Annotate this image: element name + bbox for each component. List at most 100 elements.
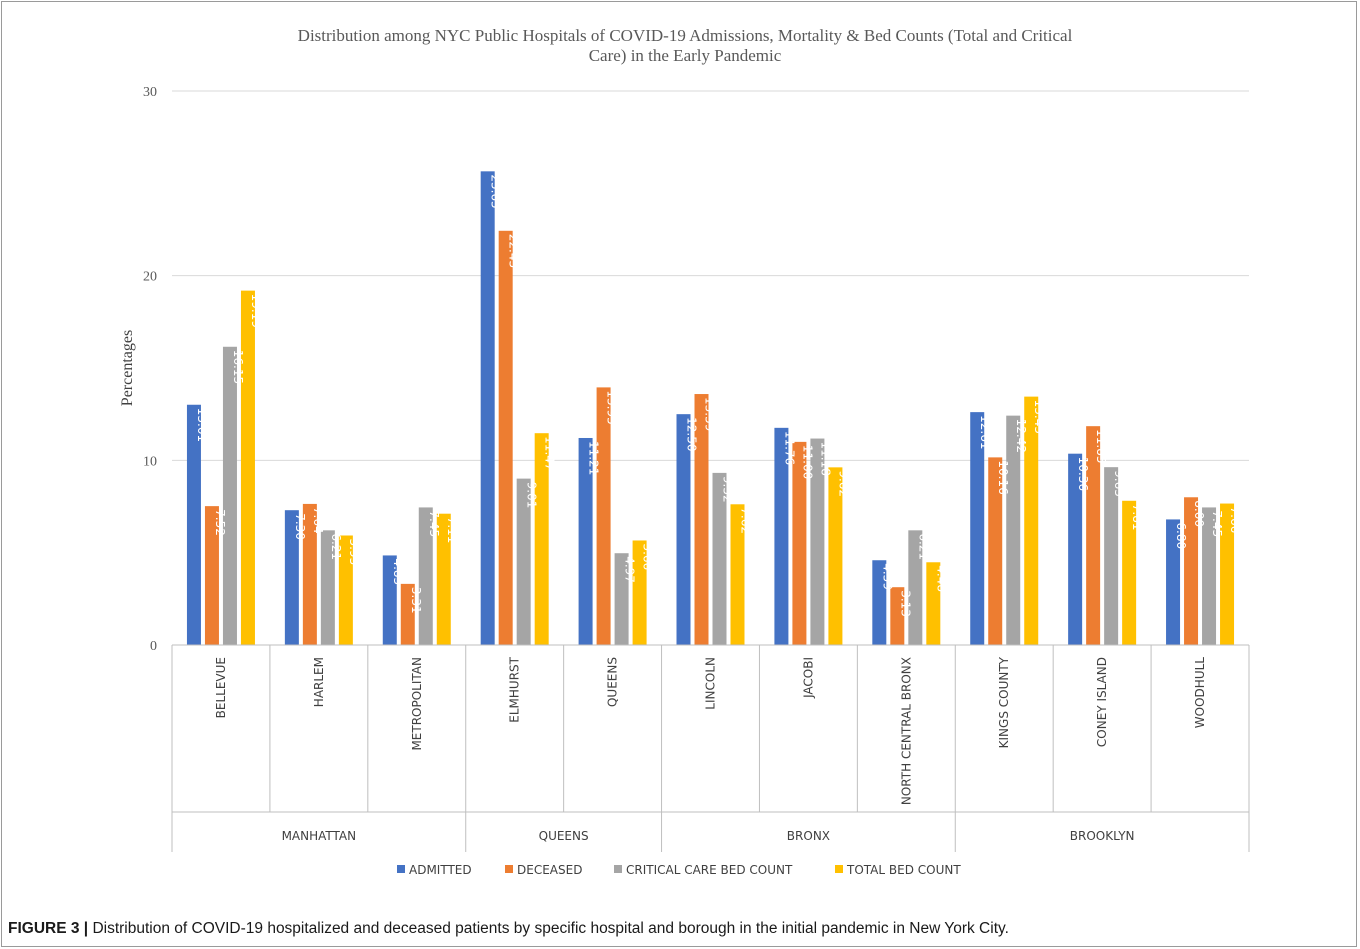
bar: [1006, 415, 1021, 645]
x-group-label: MANHATTAN: [282, 829, 357, 843]
chart-title-line: Distribution among NYC Public Hospitals …: [298, 26, 1073, 45]
data-label: 12.61: [978, 415, 992, 449]
y-tick-label: 10: [143, 454, 157, 469]
bar: [676, 414, 691, 645]
chart-title-line: Care) in the Early Pandemic: [589, 46, 782, 65]
bar: [338, 535, 353, 645]
data-label: 8.00: [1192, 500, 1206, 527]
bar: [436, 513, 451, 645]
legend-swatch: [397, 865, 405, 873]
data-label: 9.32: [721, 476, 735, 503]
x-tick-label: METROPOLITAN: [410, 657, 424, 751]
data-label: 7.30: [293, 513, 307, 540]
data-label: 6.80: [1174, 522, 1188, 549]
bar: [694, 394, 709, 645]
legend-label: DECEASED: [517, 863, 582, 877]
bar: [632, 540, 647, 645]
bar: [534, 433, 549, 645]
bar: [186, 404, 201, 645]
bar: [970, 412, 985, 645]
legend-swatch: [614, 865, 622, 873]
data-label: 7.45: [427, 510, 441, 537]
x-tick-label: WOODHULL: [1193, 657, 1207, 728]
data-label: 9.62: [836, 470, 850, 497]
bar: [872, 560, 887, 645]
bar: [302, 503, 317, 645]
y-axis-label: Percentages: [119, 330, 136, 406]
data-label: 13.95: [605, 390, 619, 424]
data-label: 11.00: [800, 445, 814, 479]
data-label: 9.01: [525, 482, 539, 509]
data-label: 4.48: [934, 565, 948, 592]
bar: [730, 504, 745, 645]
legend-swatch: [505, 865, 513, 873]
data-label: 13.01: [195, 408, 209, 442]
bar: [480, 171, 495, 645]
data-label: 7.66: [1228, 507, 1242, 534]
x-tick-label: HARLEM: [312, 657, 326, 707]
x-tick-label: JACOBI: [801, 657, 815, 699]
bar: [926, 562, 941, 645]
data-label: 4.97: [623, 556, 637, 583]
data-label: 7.52: [213, 509, 227, 536]
legend-label: CRITICAL CARE BED COUNT: [626, 863, 793, 877]
x-tick-label: KINGS COUNTY: [997, 656, 1011, 748]
bar: [792, 441, 807, 645]
bar: [774, 427, 789, 645]
bar: [1220, 503, 1235, 645]
bar: [1122, 500, 1137, 645]
x-tick-label: NORTH CENTRAL BRONX: [899, 657, 913, 805]
x-axis: BELLEVUE HARLEM METROPOLITAN ELMHURST QUEENS…: [171, 644, 1250, 852]
bar: [498, 230, 513, 645]
y-axis-ticks: 0 10 20 30: [143, 85, 157, 654]
data-label: 7.62: [739, 507, 753, 534]
bar: [1086, 426, 1101, 645]
bar: [240, 290, 255, 645]
data-label: 6.21: [329, 533, 343, 560]
data-label: 5.66: [641, 543, 655, 570]
data-label: 10.36: [1076, 457, 1090, 491]
bar: [1166, 519, 1181, 645]
x-tick-label: CONEY ISLAND: [1095, 657, 1109, 747]
data-label: 4.85: [391, 558, 405, 585]
legend-label: ADMITTED: [409, 863, 472, 877]
bar: [222, 346, 237, 645]
data-label: 7.64: [311, 507, 325, 534]
bar: [516, 478, 531, 645]
data-label: 3.13: [898, 590, 912, 617]
bar: [614, 553, 629, 645]
bar: [1068, 453, 1083, 645]
x-tick-label: QUEENS: [606, 657, 620, 707]
data-label: 6.21: [916, 533, 930, 560]
x-group-label: BRONX: [787, 829, 830, 843]
bar: [400, 583, 415, 645]
bar: [712, 472, 727, 645]
data-label: 25.65: [489, 174, 503, 208]
bar: [1024, 396, 1039, 645]
data-label: 11.18: [818, 442, 832, 476]
legend-label: TOTAL BED COUNT: [846, 863, 961, 877]
caption-text: Distribution of COVID-19 hospitalized an…: [92, 920, 1009, 937]
data-label: 16.15: [231, 350, 245, 384]
data-label: 12.42: [1014, 419, 1028, 453]
bar: [320, 530, 335, 645]
x-group-label: QUEENS: [539, 829, 589, 843]
data-label: 11.76: [782, 431, 796, 465]
y-tick-label: 20: [143, 270, 157, 285]
data-label: 3.31: [409, 587, 423, 614]
bar: [1184, 497, 1199, 645]
bar: [1104, 467, 1119, 645]
legend-swatch: [835, 865, 843, 873]
data-label: 4.59: [880, 563, 894, 590]
data-label: 7.45: [1210, 510, 1224, 537]
figure-label: FIGURE 3 |: [8, 920, 89, 937]
bar: [908, 530, 923, 645]
data-label: 7.81: [1130, 504, 1144, 531]
data-label: 22.43: [507, 234, 521, 268]
data-label: 13.59: [703, 397, 717, 431]
figure-caption: FIGURE 3 | Distribution of COVID-19 hosp…: [8, 920, 1348, 938]
data-labels: 13.01 7.30 4.85 25.65 11.21 12.50 11.76 4.59 12.…: [195, 174, 1242, 617]
bar: [810, 438, 825, 645]
